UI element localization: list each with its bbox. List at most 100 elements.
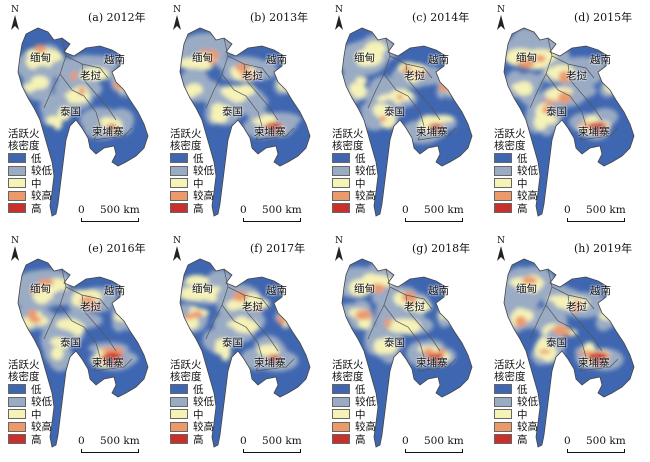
legend-swatch: [170, 203, 188, 214]
scale-line: [405, 218, 463, 222]
north-arrow-icon: N: [172, 6, 182, 34]
scale-zero: 0: [402, 204, 409, 216]
legend-label: 较低: [31, 396, 52, 409]
country-label-thailand: 泰国: [60, 106, 81, 118]
coastline: [341, 258, 473, 448]
legend-swatch: [332, 178, 350, 189]
legend: 活跃火 核密度低较低中较高高: [170, 359, 214, 446]
density-core: [106, 124, 118, 132]
density-patch: [396, 94, 404, 100]
country-label-laos: 老挝: [566, 70, 587, 82]
scale-bar: 0 500 km: [78, 204, 158, 226]
density-patch: [436, 308, 455, 319]
density-patch: [184, 275, 209, 286]
density-patch: [395, 319, 421, 334]
legend-title: 核密度: [494, 140, 526, 152]
country-border: [65, 286, 109, 310]
country-border: [227, 286, 271, 310]
map-panel: (e) 2016年 N 缅甸 老挝 越南 泰国 柬埔寨 活跃火 核密度低较低中较高高 0 500 k…: [0, 231, 162, 461]
country-label-cambodia: 柬埔寨: [416, 357, 448, 369]
density-patch: [24, 85, 34, 93]
density-patch: [370, 283, 385, 293]
scale-zero: 0: [564, 204, 571, 216]
country-label-myanmar: 缅甸: [354, 52, 375, 64]
legend-label: 低: [31, 383, 42, 396]
legend-label: 低: [355, 152, 366, 165]
density-core: [428, 123, 444, 133]
panel-title: (e) 2016年: [88, 242, 146, 255]
country-border: [383, 73, 425, 141]
density-patch: [70, 70, 77, 81]
legend-item: 低: [8, 383, 52, 396]
legend-title: 活跃火: [170, 128, 202, 140]
country-label-laos: 老挝: [404, 301, 425, 313]
density-patch: [99, 116, 114, 127]
country-border: [59, 304, 101, 372]
country-label-cambodia: 柬埔寨: [578, 357, 610, 369]
scale-line: [567, 449, 625, 453]
density-patch: [198, 49, 209, 54]
legend-label: 高: [193, 202, 204, 215]
country-border: [81, 294, 117, 352]
density-patch: [234, 63, 250, 72]
legend-title: 核密度: [8, 140, 40, 152]
north-label: N: [497, 5, 505, 15]
legend-label: 较高: [31, 190, 52, 203]
density-patch: [208, 57, 216, 66]
density-patch: [541, 105, 553, 114]
legend-title: 核密度: [170, 371, 202, 383]
density-patch: [27, 310, 38, 317]
legend-swatch: [332, 421, 350, 432]
country-label-cambodia: 柬埔寨: [254, 357, 286, 369]
legend-label: 较低: [193, 396, 214, 409]
scale-line: [81, 449, 139, 453]
legend-label: 低: [193, 383, 204, 396]
legend-swatch: [8, 421, 26, 432]
north-arrow-icon: N: [496, 237, 506, 265]
density-patch: [280, 72, 289, 95]
legend-swatch: [170, 409, 188, 420]
legend-swatch: [170, 421, 188, 432]
map-panel: (d) 2015年 N 缅甸 老挝 越南 泰国 柬埔寨 活跃火 核密度低较低中较高高 0 500 k…: [486, 0, 648, 230]
legend-label: 高: [355, 433, 366, 446]
north-arrow-icon: N: [496, 6, 506, 34]
north-label: N: [173, 236, 181, 246]
country-border: [389, 286, 433, 310]
density-patch: [441, 78, 449, 84]
country-border: [545, 304, 587, 372]
legend-title: 核密度: [332, 140, 364, 152]
density-map: [503, 27, 635, 217]
country-border: [383, 304, 425, 372]
legend-swatch: [8, 434, 26, 445]
legend-label: 较低: [31, 165, 52, 178]
country-label-myanmar: 缅甸: [354, 283, 375, 295]
density-patch: [232, 291, 248, 302]
legend-title: 活跃火: [8, 359, 40, 371]
legend-item: 低: [170, 152, 214, 165]
legend-item: 较高: [494, 421, 538, 434]
panel-title: (b) 2013年: [250, 11, 309, 24]
legend-label: 较高: [517, 421, 538, 434]
legend-swatch: [332, 203, 350, 214]
density-patch: [445, 307, 455, 319]
density-patch: [438, 82, 456, 92]
legend-label: 中: [193, 408, 204, 421]
map-panel: (a) 2012年 N 缅甸 老挝 越南 泰国 柬埔寨 活跃火 核密度低较低中较高高 0 500 k…: [0, 0, 162, 230]
legend-swatch: [8, 165, 26, 176]
legend: 活跃火 核密度低较低中较高高: [332, 128, 376, 215]
legend-title: 核密度: [494, 371, 526, 383]
land-base: [342, 28, 472, 216]
panel-title: (a) 2012年: [88, 11, 146, 24]
coastline: [17, 27, 149, 217]
density-patch: [558, 70, 572, 83]
density-patch: [544, 115, 558, 125]
legend-label: 较低: [517, 396, 538, 409]
density-map: [179, 258, 311, 448]
map-panel: (c) 2014年 N 缅甸 老挝 越南 泰国 柬埔寨 活跃火 核密度低较低中较高高 0 500 k…: [324, 0, 486, 230]
country-label-vietnam: 越南: [266, 54, 287, 66]
scale-distance: 500 km: [100, 435, 140, 447]
density-patch: [538, 349, 551, 354]
north-arrow-icon: N: [334, 6, 344, 34]
country-label-laos: 老挝: [242, 70, 263, 82]
legend-item: 较低: [494, 396, 538, 409]
